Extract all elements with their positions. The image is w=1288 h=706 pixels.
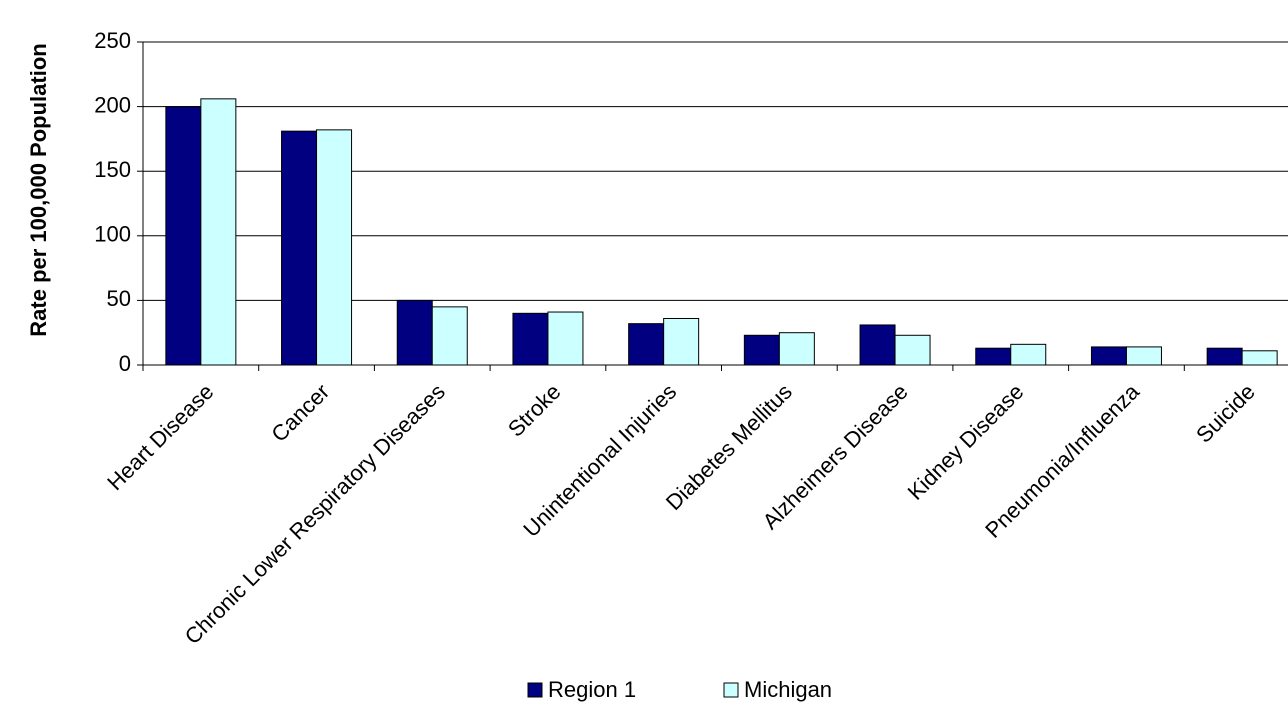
y-tick-label: 150 (94, 157, 131, 182)
y-tick-label: 0 (119, 351, 131, 376)
legend-label: Michigan (744, 677, 832, 702)
bar (628, 323, 665, 366)
bar (1010, 343, 1047, 366)
bar (663, 317, 700, 366)
bar (778, 332, 815, 366)
x-tick-label: Kidney Disease (903, 379, 1029, 505)
bar (975, 347, 1012, 366)
y-axis-label: Rate per 100,000 Population (26, 43, 51, 336)
bar (431, 306, 468, 366)
bar (165, 106, 202, 366)
bar (1206, 347, 1243, 366)
x-tick-label: Heart Disease (102, 379, 218, 495)
x-tick-label: Diabetes Mellitus (661, 379, 797, 515)
y-tick-label: 250 (94, 28, 131, 53)
legend-swatch (527, 682, 543, 698)
x-tick-label: Stroke (503, 379, 566, 442)
bar (894, 334, 931, 366)
legend-label: Region 1 (548, 677, 636, 702)
bar (859, 324, 896, 366)
bar (512, 312, 549, 366)
bar (1125, 346, 1162, 366)
bar (396, 299, 433, 366)
legend-swatch (723, 682, 739, 698)
x-tick-label: Suicide (1191, 379, 1260, 448)
y-tick-label: 100 (94, 222, 131, 247)
bar (200, 98, 237, 366)
bar (316, 129, 353, 366)
bar (743, 334, 780, 366)
x-tick-label: Cancer (266, 379, 334, 447)
bar (1090, 346, 1127, 366)
bar (1241, 350, 1278, 366)
y-tick-label: 50 (107, 286, 131, 311)
y-tick-label: 200 (94, 92, 131, 117)
bar (281, 130, 318, 366)
bar (547, 311, 584, 366)
x-tick-label: Chronic Lower Respiratory Diseases (180, 379, 450, 649)
